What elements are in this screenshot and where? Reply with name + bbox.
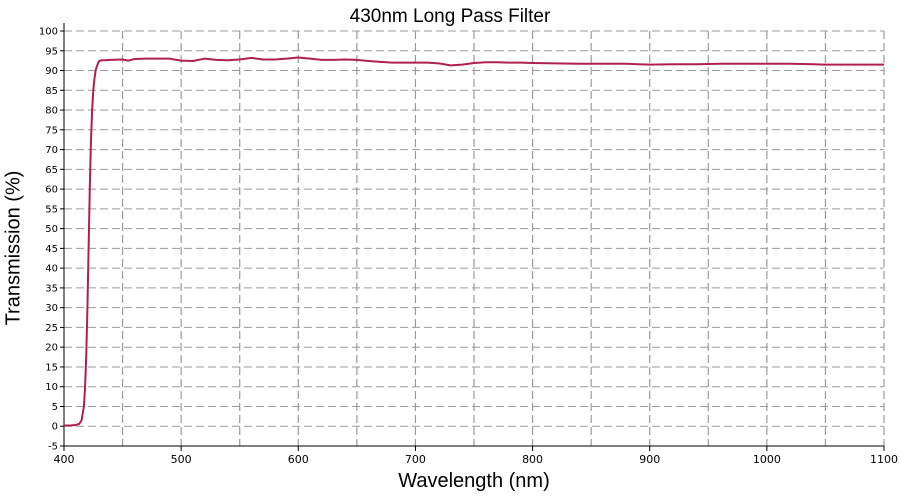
y-tick-label: 10: [45, 382, 58, 393]
y-tick-label: 80: [45, 106, 58, 117]
y-tick-label: 5: [52, 402, 58, 413]
y-tick-label: 75: [45, 125, 58, 136]
y-tick-label: 50: [45, 224, 58, 235]
y-tick-label: 30: [45, 303, 58, 314]
x-tick-label: 400: [54, 453, 75, 466]
y-tick-label: -5: [48, 442, 58, 453]
x-tick-label: 900: [639, 453, 660, 466]
x-tick-label: 1100: [870, 453, 898, 466]
y-tick-label: 45: [45, 244, 58, 255]
x-tick-label: 500: [171, 453, 192, 466]
y-tick-label: 35: [45, 283, 58, 294]
y-tick-label: 65: [45, 165, 58, 176]
y-tick-label: 85: [45, 86, 58, 97]
chart-title: 430nm Long Pass Filter: [349, 6, 551, 27]
x-axis-label: Wavelength (nm): [398, 470, 550, 492]
y-tick-label: 90: [45, 66, 58, 77]
y-tick-label: 55: [45, 204, 58, 215]
y-tick-label: 100: [39, 27, 58, 38]
x-tick-label: 700: [405, 453, 426, 466]
x-tick-label: 1000: [753, 453, 781, 466]
y-tick-label: 60: [45, 185, 58, 196]
y-tick-label: 0: [52, 422, 58, 433]
y-tick-label: 15: [45, 362, 58, 373]
y-tick-label: 20: [45, 343, 58, 354]
y-tick-label: 25: [45, 323, 58, 334]
x-tick-label: 600: [288, 453, 309, 466]
y-tick-label: 40: [45, 264, 58, 275]
y-tick-label: 70: [45, 145, 58, 156]
y-axis-label: Transmission (%): [2, 170, 25, 326]
transmission-series-line: [64, 56, 884, 427]
y-tick-label: 95: [45, 46, 58, 57]
x-tick-label: 800: [522, 453, 543, 466]
